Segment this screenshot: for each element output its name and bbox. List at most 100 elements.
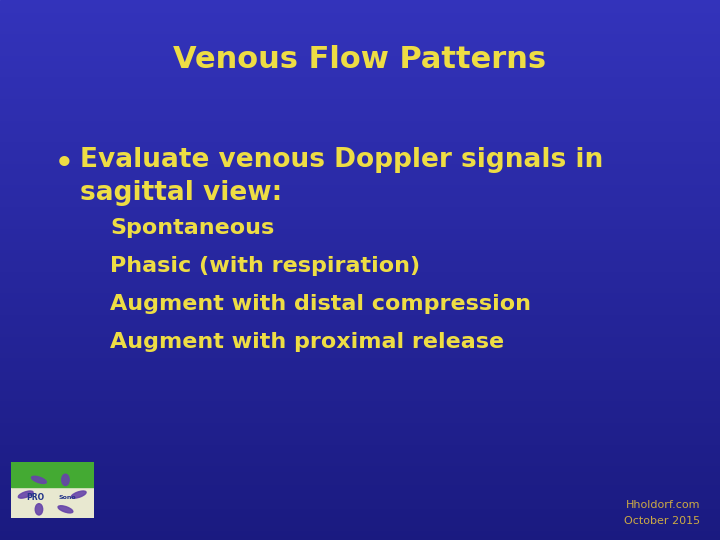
Text: •: •	[55, 150, 73, 178]
Bar	[0, 170, 720, 173]
Bar	[0, 435, 720, 437]
Bar	[0, 32, 720, 35]
Bar	[0, 70, 720, 73]
Ellipse shape	[18, 491, 33, 498]
Bar	[0, 73, 720, 76]
Bar	[0, 200, 720, 202]
Bar	[0, 278, 720, 281]
Bar	[0, 59, 720, 62]
Bar	[0, 181, 720, 184]
Bar	[0, 313, 720, 316]
Bar	[0, 432, 720, 435]
Bar	[0, 259, 720, 262]
Bar	[0, 167, 720, 170]
Bar	[0, 408, 720, 410]
Bar	[0, 397, 720, 400]
Bar	[0, 427, 720, 429]
Bar	[0, 130, 720, 132]
Bar	[0, 346, 720, 348]
Bar	[0, 35, 720, 38]
Bar	[0, 162, 720, 165]
Bar	[0, 356, 720, 359]
Text: Venous Flow Patterns: Venous Flow Patterns	[174, 45, 546, 75]
Bar	[0, 486, 720, 489]
Ellipse shape	[62, 474, 69, 485]
Bar	[0, 348, 720, 351]
Bar	[0, 0, 720, 3]
Ellipse shape	[35, 504, 42, 515]
Text: Sono: Sono	[58, 496, 76, 501]
Bar	[0, 481, 720, 483]
Bar	[0, 470, 720, 472]
Bar	[0, 65, 720, 68]
Bar	[0, 354, 720, 356]
Bar	[0, 148, 720, 151]
Bar	[0, 413, 720, 416]
Bar	[0, 116, 720, 119]
Bar	[0, 319, 720, 321]
Bar	[0, 297, 720, 300]
Bar	[0, 443, 720, 445]
Bar	[0, 478, 720, 481]
Bar	[0, 418, 720, 421]
Bar	[0, 281, 720, 284]
Bar	[0, 159, 720, 162]
Bar	[0, 459, 720, 462]
Bar	[0, 335, 720, 338]
Bar	[0, 140, 720, 143]
Bar	[0, 76, 720, 78]
Bar	[0, 454, 720, 456]
Bar	[0, 105, 720, 108]
Bar	[0, 340, 720, 343]
Bar	[0, 526, 720, 529]
Bar	[0, 89, 720, 92]
Bar	[0, 327, 720, 329]
Bar	[0, 97, 720, 100]
Bar	[0, 410, 720, 413]
Bar	[0, 332, 720, 335]
Bar	[0, 108, 720, 111]
Bar	[0, 14, 720, 16]
Bar	[0, 227, 720, 229]
Bar	[0, 216, 720, 219]
Bar	[0, 383, 720, 386]
Bar	[0, 146, 720, 148]
Bar	[0, 364, 720, 367]
Bar	[0, 521, 720, 524]
Bar	[0, 500, 720, 502]
Bar	[0, 43, 720, 46]
Bar	[0, 27, 720, 30]
Bar	[0, 532, 720, 535]
Bar	[0, 138, 720, 140]
Bar	[0, 254, 720, 256]
Bar	[0, 230, 720, 232]
Bar	[0, 189, 720, 192]
Bar	[0, 378, 720, 381]
Bar	[0, 367, 720, 370]
Bar	[11, 462, 94, 487]
Bar	[0, 213, 720, 216]
Bar	[0, 49, 720, 51]
Text: sagittal view:: sagittal view:	[80, 180, 282, 206]
Bar	[0, 270, 720, 273]
Bar	[0, 535, 720, 537]
Bar	[0, 57, 720, 59]
Bar	[0, 489, 720, 491]
Text: October 2015: October 2015	[624, 516, 700, 526]
Bar	[0, 324, 720, 327]
Bar	[0, 510, 720, 513]
Bar	[0, 232, 720, 235]
Bar	[0, 208, 720, 211]
Bar	[0, 375, 720, 378]
Bar	[0, 467, 720, 470]
Bar	[0, 289, 720, 292]
Bar	[0, 464, 720, 467]
Bar	[0, 16, 720, 19]
Bar	[0, 173, 720, 176]
Bar	[0, 240, 720, 243]
Bar	[0, 178, 720, 181]
Bar	[0, 502, 720, 505]
Ellipse shape	[32, 476, 46, 483]
Bar	[0, 19, 720, 22]
Bar	[0, 524, 720, 526]
